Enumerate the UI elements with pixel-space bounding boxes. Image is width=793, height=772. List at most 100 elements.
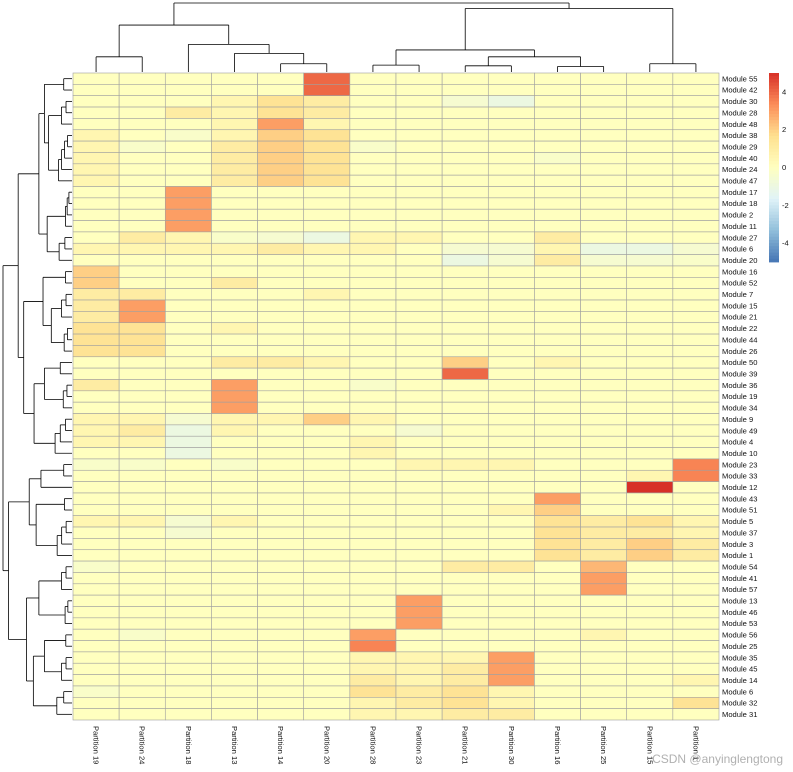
legend-swatch (769, 113, 779, 118)
row-label: Module 12 (722, 483, 757, 492)
heatmap-cell (164, 401, 212, 414)
heatmap-cell (626, 118, 674, 131)
heatmap-cell (487, 220, 535, 233)
legend-swatch (769, 176, 779, 181)
heatmap-cell (441, 242, 489, 255)
heatmap-cell (349, 390, 397, 403)
column-label: Partition 1 (691, 726, 700, 760)
heatmap-cell (534, 186, 581, 199)
heatmap-cell (580, 231, 628, 244)
heatmap-cell (580, 435, 628, 448)
heatmap-cell (72, 299, 120, 312)
heatmap-cell (303, 254, 351, 267)
heatmap-cell (534, 367, 581, 380)
heatmap-cell (349, 95, 397, 108)
legend-swatch (769, 73, 779, 77)
heatmap-cell (349, 401, 397, 414)
heatmap-cell (164, 560, 212, 573)
column-label: Partition 23 (415, 726, 424, 764)
heatmap-cell (303, 174, 351, 187)
heatmap-cell (672, 526, 720, 539)
heatmap-cell (303, 560, 351, 573)
heatmap-cell (72, 345, 120, 358)
heatmap-cell (118, 481, 166, 494)
heatmap-cell (626, 606, 674, 619)
heatmap-cell (257, 594, 305, 607)
heatmap-cell (441, 186, 489, 199)
heatmap-cell (72, 152, 120, 165)
heatmap-cell (626, 311, 674, 324)
heatmap-cell (534, 390, 581, 403)
heatmap-cell (395, 231, 443, 244)
heatmap-cell (580, 504, 628, 516)
row-label: Module 27 (722, 233, 757, 242)
row-label: Module 13 (722, 597, 757, 606)
heatmap-cell (72, 95, 120, 108)
heatmap-cell (672, 708, 720, 721)
heatmap-cell (626, 208, 674, 221)
row-label: Module 28 (722, 108, 757, 117)
heatmap-cell (211, 152, 258, 165)
heatmap-cell (211, 84, 258, 96)
heatmap-cell (580, 538, 628, 551)
heatmap-cell (580, 390, 628, 403)
row-label: Module 1 (722, 551, 753, 560)
heatmap-cell (257, 424, 305, 437)
heatmap-cell (626, 140, 674, 153)
legend-swatch (769, 120, 779, 124)
heatmap-cell (672, 118, 720, 131)
heatmap-cell (211, 606, 258, 619)
heatmap-cell (118, 140, 166, 153)
heatmap-cell (580, 129, 628, 142)
heatmap-cell (257, 345, 305, 358)
heatmap-cell (349, 242, 397, 255)
heatmap-cell (303, 401, 351, 414)
heatmap-cell (672, 311, 720, 324)
heatmap-cell (349, 481, 397, 494)
heatmap-cell (626, 662, 674, 675)
row-label: Module 33 (722, 472, 757, 481)
row-label: Module 14 (722, 676, 757, 685)
heatmap-cell (164, 220, 212, 233)
heatmap-cell (395, 583, 443, 596)
heatmap-cell (164, 538, 212, 551)
heatmap-cell (580, 152, 628, 165)
legend-swatch (769, 85, 779, 90)
heatmap-cell (672, 492, 720, 505)
heatmap-cell (534, 72, 581, 85)
heatmap-cell (672, 367, 720, 380)
heatmap-cell (211, 435, 258, 448)
heatmap-cell (441, 469, 489, 482)
heatmap-cell (441, 549, 489, 562)
heatmap-cell (72, 572, 120, 585)
heatmap-cell (626, 696, 674, 709)
heatmap-cell (626, 186, 674, 199)
heatmap-cell (349, 492, 397, 505)
heatmap-cell (257, 84, 305, 96)
heatmap-cell (72, 696, 120, 709)
legend-swatch (769, 158, 779, 162)
heatmap-cell (164, 572, 212, 585)
heatmap-cell (672, 538, 720, 551)
row-label: Module 5 (722, 517, 753, 526)
heatmap-cell (487, 447, 535, 460)
heatmap-cell (395, 708, 443, 721)
heatmap-cell (395, 299, 443, 312)
heatmap-cell (580, 651, 628, 664)
heatmap-cell (303, 674, 351, 687)
row-label: Module 44 (722, 335, 757, 344)
heatmap-cell (626, 390, 674, 403)
heatmap-cell (672, 560, 720, 573)
column-label: Partition 16 (553, 726, 562, 764)
heatmap-cell (303, 367, 351, 380)
heatmap-cell (487, 345, 535, 358)
heatmap-cell (118, 583, 166, 596)
row-label: Module 4 (722, 438, 753, 447)
heatmap-cell (257, 152, 305, 165)
legend-swatch (769, 139, 779, 143)
heatmap-cell (441, 492, 489, 505)
heatmap-cell (441, 220, 489, 233)
heatmap-cell (257, 129, 305, 142)
heatmap-cell (672, 277, 720, 289)
heatmap-cell (164, 674, 212, 687)
